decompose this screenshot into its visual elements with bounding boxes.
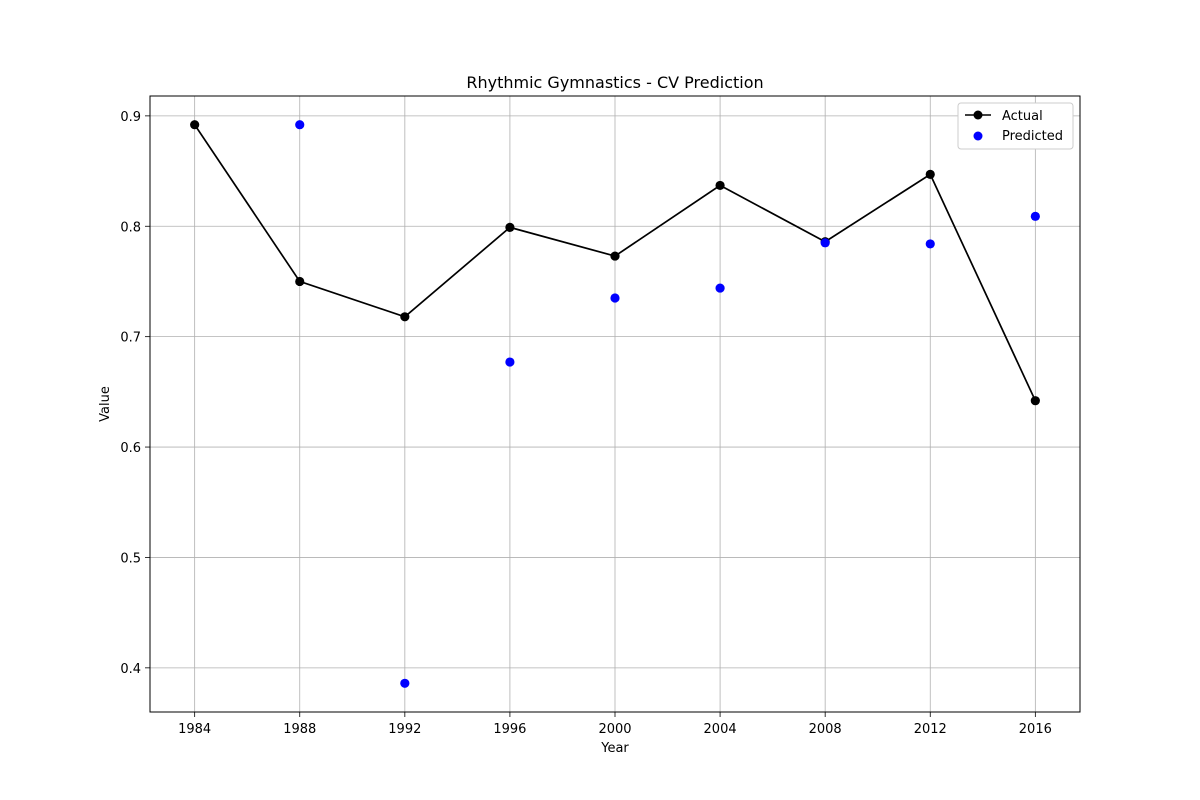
legend-actual-label: Actual <box>1002 109 1043 124</box>
x-tick-label: 2004 <box>704 722 737 737</box>
x-tick-label: 2012 <box>914 722 947 737</box>
x-tick-label: 2016 <box>1019 722 1052 737</box>
predicted-point <box>295 120 305 130</box>
predicted-point <box>925 239 935 249</box>
x-tick-label: 2000 <box>598 722 631 737</box>
x-tick-label: 1988 <box>283 722 316 737</box>
y-tick-label: 0.7 <box>120 331 141 346</box>
legend: Actual Predicted <box>957 102 1074 150</box>
actual-point <box>190 120 200 130</box>
ticks: 1984 1988 1992 1996 2000 2004 2008 2012 2016 0.4 0… <box>120 110 1052 737</box>
y-tick-label: 0.5 <box>120 551 141 566</box>
x-axis-title: Year <box>600 741 629 756</box>
x-tick-label: 1996 <box>493 722 526 737</box>
actual-point <box>295 276 305 287</box>
legend-actual-marker <box>973 110 983 120</box>
actual-point <box>715 180 725 191</box>
predicted-point <box>1030 211 1040 221</box>
actual-point <box>400 312 410 322</box>
y-tick-label: 0.8 <box>120 220 141 235</box>
predicted-point <box>400 678 410 688</box>
y-tick-label: 0.4 <box>120 662 141 677</box>
predicted-point <box>820 238 830 248</box>
actual-point <box>505 222 515 232</box>
actual-point <box>610 251 620 261</box>
legend-predicted-marker <box>973 131 983 141</box>
actual-point <box>925 169 935 179</box>
legend-predicted-label: Predicted <box>1002 129 1063 144</box>
predicted-point <box>610 293 620 303</box>
predicted-point <box>715 283 725 293</box>
grid <box>150 96 1080 712</box>
y-tick-label: 0.9 <box>120 110 141 125</box>
chart-title: Rhythmic Gymnastics - CV Prediction <box>466 73 763 92</box>
y-tick-label: 0.6 <box>120 441 141 456</box>
predicted-point <box>505 357 515 367</box>
x-tick-label: 1992 <box>388 722 421 737</box>
series-layer <box>190 120 1040 688</box>
y-axis-title: Value <box>98 386 113 422</box>
x-tick-label: 2008 <box>809 722 842 737</box>
x-tick-label: 1984 <box>178 722 211 737</box>
actual-point <box>1030 396 1040 406</box>
